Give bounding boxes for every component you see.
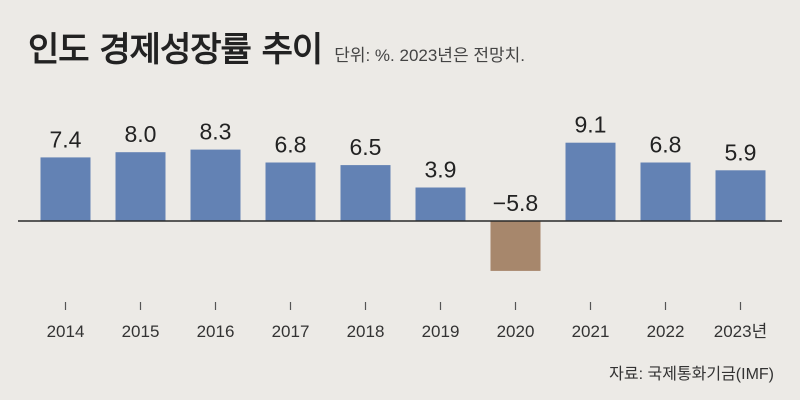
- category-label-2023년: 2023년: [714, 322, 767, 341]
- category-label-2017: 2017: [272, 322, 310, 341]
- bar-2023년: [715, 170, 766, 221]
- category-labels-group: 2014 2015 2016 2017 2018 2019 2020 2021 2022 2023…: [47, 322, 768, 341]
- category-label-2020: 2020: [497, 322, 535, 341]
- category-label-2022: 2022: [647, 322, 685, 341]
- category-label-2014: 2014: [47, 322, 85, 341]
- bar-2014: [40, 157, 91, 221]
- value-label-2022: 6.8: [650, 132, 682, 158]
- bar-2021: [565, 142, 616, 221]
- bar-2020: [490, 221, 541, 271]
- category-label-2015: 2015: [122, 322, 160, 341]
- value-label-2018: 6.5: [350, 134, 382, 160]
- chart-title: 인도 경제성장률 추이: [28, 30, 323, 70]
- tick-marks-group: [64, 302, 742, 310]
- title-row: 인도 경제성장률 추이 단위: %. 2023년은 전망치.: [28, 22, 525, 71]
- bar-2017: [265, 162, 316, 221]
- value-label-2020: −5.8: [493, 190, 538, 216]
- bar-2022: [640, 162, 691, 221]
- value-label-2019: 3.9: [425, 157, 457, 183]
- bar-2018: [340, 165, 391, 221]
- category-label-2019: 2019: [422, 322, 460, 341]
- value-label-2017: 6.8: [275, 132, 307, 158]
- bar-2019: [415, 187, 466, 221]
- value-label-2023년: 5.9: [725, 139, 757, 165]
- value-labels-group: 7.4 8.0 8.3 6.8 6.5 3.9 −5.8 9.1 6.8 5.9: [50, 112, 757, 216]
- bar-2016: [190, 149, 241, 221]
- bars-group: [40, 142, 766, 271]
- value-label-2021: 9.1: [575, 112, 607, 138]
- value-label-2016: 8.3: [200, 119, 232, 145]
- category-label-2018: 2018: [347, 322, 385, 341]
- chart-subtitle: 단위: %. 2023년은 전망치.: [334, 46, 525, 65]
- value-label-2015: 8.0: [125, 121, 157, 147]
- category-label-2016: 2016: [197, 322, 235, 341]
- category-label-2021: 2021: [572, 322, 610, 341]
- source-note: 자료: 국제통화기금(IMF): [609, 366, 774, 383]
- value-label-2014: 7.4: [50, 126, 82, 152]
- bar-2015: [115, 152, 166, 221]
